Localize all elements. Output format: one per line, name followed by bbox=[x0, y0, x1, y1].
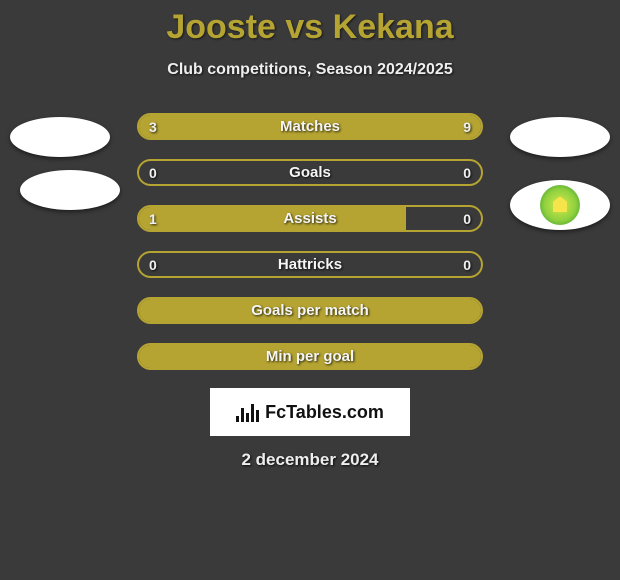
stat-label: Hattricks bbox=[139, 253, 481, 276]
date-label: 2 december 2024 bbox=[0, 450, 620, 470]
stat-label: Goals per match bbox=[139, 299, 481, 322]
stat-row: Goals per match bbox=[137, 297, 483, 324]
page-title: Jooste vs Kekana bbox=[0, 8, 620, 47]
page-subtitle: Club competitions, Season 2024/2025 bbox=[0, 61, 620, 79]
stat-label: Matches bbox=[139, 115, 481, 138]
player-left-avatar bbox=[10, 117, 110, 157]
stat-label: Goals bbox=[139, 161, 481, 184]
stat-label: Min per goal bbox=[139, 345, 481, 368]
stat-row: 39Matches bbox=[137, 113, 483, 140]
stat-row: 10Assists bbox=[137, 205, 483, 232]
fctables-logo[interactable]: FcTables.com bbox=[210, 388, 410, 436]
stats-rows: 39Matches 00Goals 10Assists 00Hattricks Goal… bbox=[137, 113, 483, 370]
stat-row: 00Hattricks bbox=[137, 251, 483, 278]
fctables-label: FcTables.com bbox=[265, 402, 384, 423]
stat-label: Assists bbox=[139, 207, 481, 230]
club-right-badge-icon bbox=[540, 185, 580, 225]
bar-chart-icon bbox=[236, 402, 259, 422]
stat-row: 00Goals bbox=[137, 159, 483, 186]
club-right-badge bbox=[510, 180, 610, 230]
club-left-badge bbox=[20, 170, 120, 210]
player-right-avatar bbox=[510, 117, 610, 157]
comparison-card: Jooste vs Kekana Club competitions, Seas… bbox=[0, 0, 620, 580]
stat-row: Min per goal bbox=[137, 343, 483, 370]
